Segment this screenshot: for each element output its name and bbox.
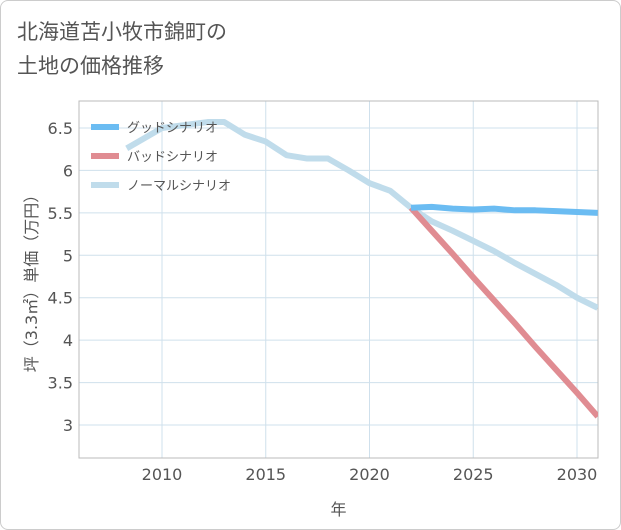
y-tick-label: 6 xyxy=(63,161,73,180)
x-tick-label: 2010 xyxy=(142,465,183,484)
series-line-1 xyxy=(408,205,598,419)
title-line-1: 北海道苫小牧市錦町の xyxy=(17,20,227,44)
y-tick-label: 4 xyxy=(63,331,73,350)
x-axis-title: 年 xyxy=(330,500,346,519)
title-line-2: 土地の価格推移 xyxy=(17,54,164,78)
legend-label-0: グッドシナリオ xyxy=(127,121,218,136)
y-tick-label: 4.5 xyxy=(48,289,73,308)
y-axis-title: 坪（3.3㎡）単価（万円） xyxy=(22,187,41,372)
y-tick-label: 3 xyxy=(63,416,73,435)
plot-border xyxy=(78,100,599,459)
chart-title: 北海道苫小牧市錦町の 土地の価格推移 xyxy=(17,15,227,83)
legend-label-1: バッドシナリオ xyxy=(127,150,218,165)
legend-label-2: ノーマルシナリオ xyxy=(127,179,231,194)
x-tick-label: 2030 xyxy=(557,465,598,484)
x-tick-label: 2015 xyxy=(245,465,286,484)
y-tick-label: 3.5 xyxy=(48,374,73,393)
series-line-2 xyxy=(125,119,598,311)
series-line-0 xyxy=(410,203,598,216)
y-tick-label: 5.5 xyxy=(48,204,73,223)
x-tick-label: 2025 xyxy=(453,465,494,484)
x-tick-label: 2020 xyxy=(349,465,390,484)
y-tick-label: 6.5 xyxy=(48,119,73,138)
y-tick-label: 5 xyxy=(63,246,73,265)
